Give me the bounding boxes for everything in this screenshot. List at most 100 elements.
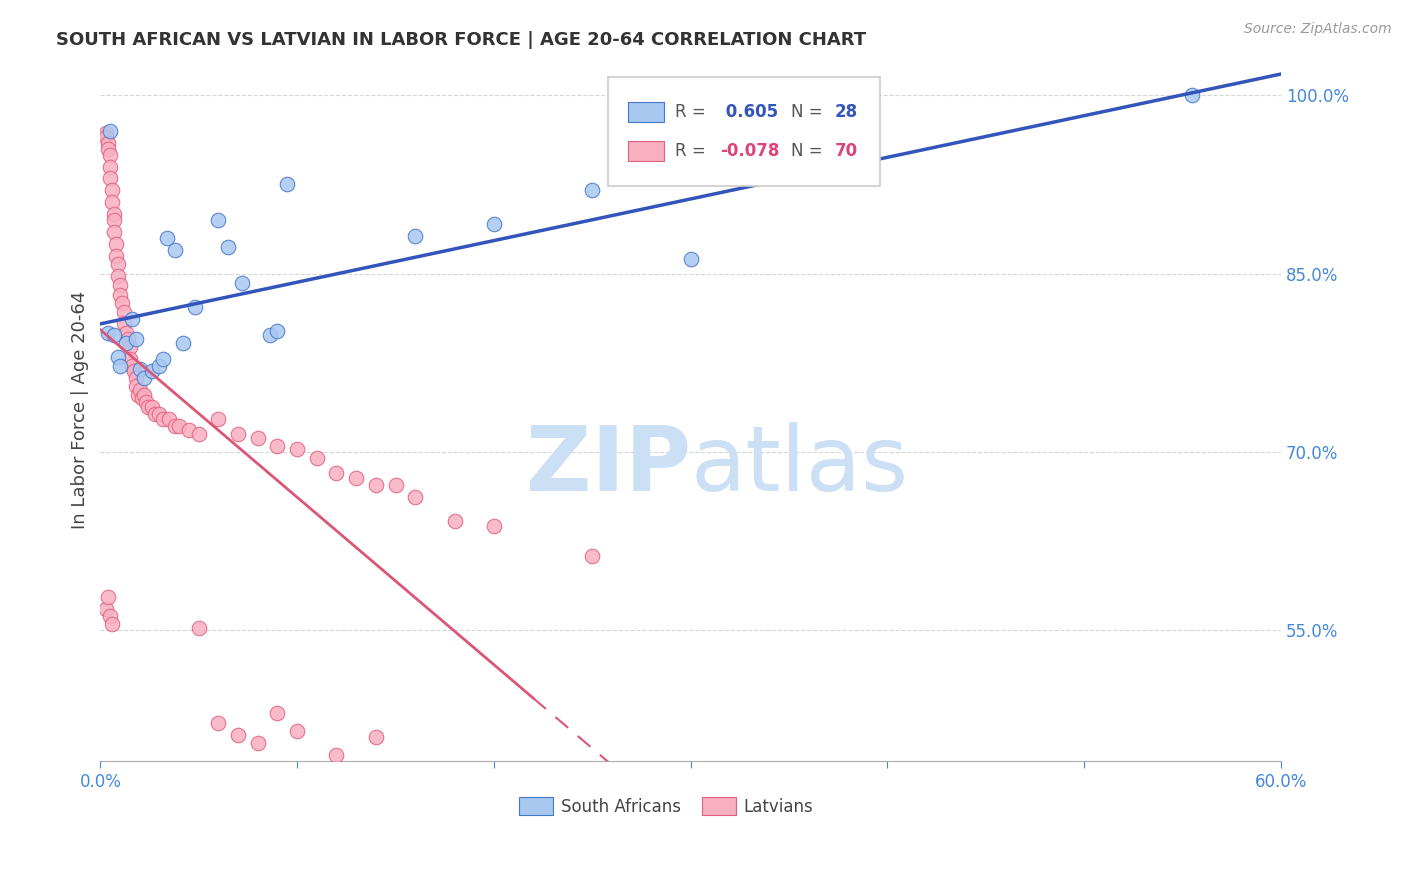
Point <box>259 328 281 343</box>
Text: R =: R = <box>675 142 711 160</box>
Point <box>121 311 143 326</box>
Point <box>266 706 288 721</box>
Point <box>103 328 125 343</box>
Point <box>207 411 229 425</box>
Point <box>1181 88 1204 103</box>
Text: N =: N = <box>792 142 828 160</box>
Point <box>187 427 209 442</box>
FancyBboxPatch shape <box>628 103 664 122</box>
Point <box>118 352 141 367</box>
Point <box>101 195 124 210</box>
Point <box>107 257 129 271</box>
Text: South Africans: South Africans <box>561 797 681 815</box>
Point <box>108 288 131 302</box>
Point <box>141 400 163 414</box>
Point <box>266 439 288 453</box>
FancyBboxPatch shape <box>519 797 553 815</box>
Point <box>231 276 253 290</box>
Point <box>364 478 387 492</box>
Point <box>305 450 328 465</box>
Point <box>115 335 138 350</box>
Point <box>132 371 155 385</box>
Point <box>157 411 180 425</box>
Point <box>98 147 121 161</box>
Point <box>127 388 149 402</box>
Point <box>184 300 207 314</box>
Point <box>285 442 308 457</box>
Point <box>165 418 187 433</box>
FancyBboxPatch shape <box>607 77 880 186</box>
Point <box>364 730 387 744</box>
Point <box>148 359 170 374</box>
Point <box>97 136 120 150</box>
Point <box>125 379 148 393</box>
Point <box>145 407 167 421</box>
Point <box>128 361 150 376</box>
Point <box>108 278 131 293</box>
Point <box>207 715 229 730</box>
Point <box>97 326 120 340</box>
Point <box>226 427 249 442</box>
Text: Latvians: Latvians <box>744 797 814 815</box>
Point <box>132 388 155 402</box>
Point <box>115 326 138 340</box>
Point <box>325 747 347 762</box>
Point <box>165 243 187 257</box>
Point <box>136 400 159 414</box>
Point <box>344 471 367 485</box>
Point <box>118 340 141 354</box>
Point <box>148 407 170 421</box>
Point <box>285 724 308 739</box>
Text: 28: 28 <box>835 103 858 121</box>
Point <box>226 728 249 742</box>
FancyBboxPatch shape <box>703 797 735 815</box>
Point <box>103 207 125 221</box>
Point <box>156 231 179 245</box>
Point <box>404 490 426 504</box>
Point <box>679 252 702 267</box>
Point <box>112 317 135 331</box>
Y-axis label: In Labor Force | Age 20-64: In Labor Force | Age 20-64 <box>72 291 89 529</box>
Text: 0.605: 0.605 <box>720 103 779 121</box>
Point <box>96 601 118 615</box>
Point <box>98 608 121 623</box>
Point <box>112 304 135 318</box>
Point <box>152 352 174 367</box>
Point <box>107 268 129 283</box>
Point <box>207 213 229 227</box>
Point <box>187 621 209 635</box>
Point <box>122 364 145 378</box>
Point <box>131 392 153 406</box>
Point <box>141 364 163 378</box>
Text: -0.078: -0.078 <box>720 142 779 160</box>
Point <box>96 126 118 140</box>
Text: N =: N = <box>792 103 828 121</box>
Point <box>103 225 125 239</box>
Point <box>105 236 128 251</box>
Point <box>217 240 239 254</box>
Point <box>117 332 139 346</box>
Text: ZIP: ZIP <box>526 423 690 510</box>
Point <box>404 228 426 243</box>
Point <box>121 359 143 374</box>
Point <box>482 217 505 231</box>
Point <box>105 249 128 263</box>
Point <box>97 590 120 604</box>
Point <box>482 518 505 533</box>
Point <box>581 183 603 197</box>
Point <box>384 478 406 492</box>
Point <box>125 332 148 346</box>
Point <box>246 431 269 445</box>
Point <box>443 514 465 528</box>
Point <box>581 549 603 564</box>
Point <box>107 350 129 364</box>
Point <box>276 178 298 192</box>
Text: Source: ZipAtlas.com: Source: ZipAtlas.com <box>1244 22 1392 37</box>
Point <box>135 395 157 409</box>
Point <box>128 383 150 397</box>
Point <box>98 171 121 186</box>
Text: atlas: atlas <box>690 423 908 510</box>
Point <box>111 296 134 310</box>
Text: 70: 70 <box>835 142 858 160</box>
Point <box>103 213 125 227</box>
